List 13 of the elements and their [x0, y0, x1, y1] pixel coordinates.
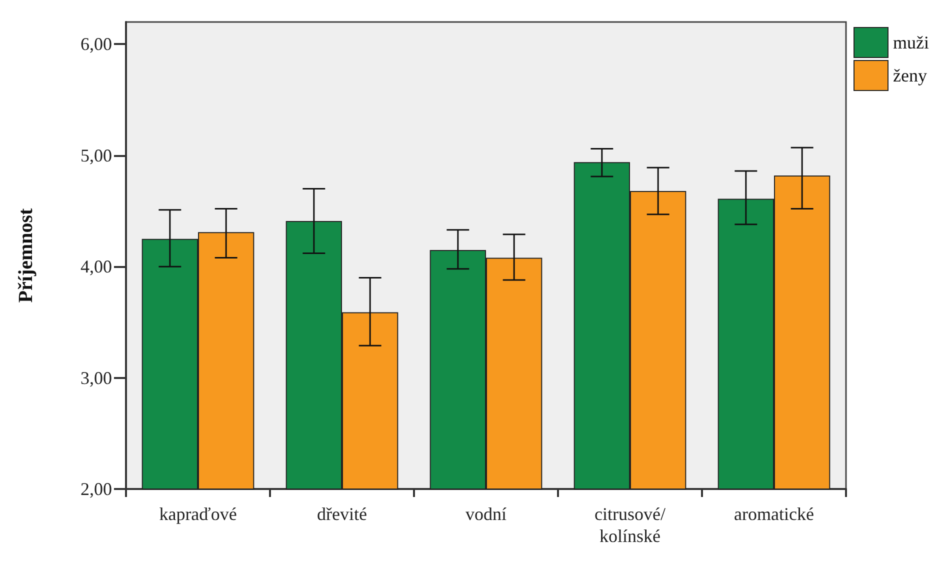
y-tick-label: 2,00	[80, 479, 112, 499]
legend-label: muži	[893, 32, 930, 52]
y-tick-label: 5,00	[80, 145, 112, 166]
y-tick-label: 6,00	[80, 34, 112, 54]
x-tick-label: dřevité	[317, 504, 367, 524]
legend-label: ženy	[893, 66, 927, 86]
y-tick-label: 3,00	[80, 368, 112, 388]
y-tick-label: 4,00	[80, 256, 112, 277]
y-axis-title: Příjemnost	[15, 208, 37, 303]
x-tick-label: citrusové/ kolínské	[594, 504, 666, 546]
x-tick-label: kapraďové	[159, 504, 237, 524]
x-tick-label: vodní	[465, 504, 507, 524]
x-tick-label: aromatické	[734, 504, 814, 524]
